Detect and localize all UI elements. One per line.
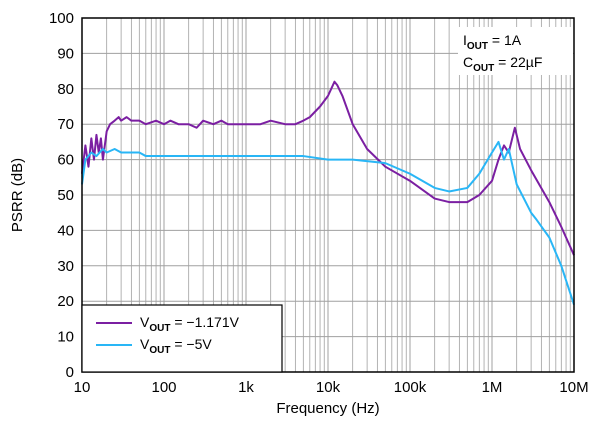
x-tick-label: 1k: [238, 379, 254, 396]
y-tick-label: 50: [57, 187, 74, 204]
y-tick-label: 20: [57, 293, 74, 310]
x-tick-label: 10k: [316, 379, 341, 396]
y-tick-label: 30: [57, 258, 74, 275]
y-tick-label: 70: [57, 116, 74, 133]
x-tick-label: 100k: [394, 379, 427, 396]
annotation-text: COUT = 22µF: [463, 54, 542, 74]
x-tick-label: 100: [151, 379, 176, 396]
y-tick-label: 60: [57, 152, 74, 169]
y-tick-label: 0: [66, 364, 74, 381]
plot-frame: [81, 17, 575, 373]
y-tick-label: 40: [57, 222, 74, 239]
y-tick-label: 100: [49, 10, 74, 27]
legend-label-1: VOUT = −1.171V: [140, 314, 240, 334]
y-tick-label: 10: [57, 329, 74, 346]
series-line-2: [81, 140, 575, 306]
y-tick-label: 90: [57, 45, 74, 62]
x-tick-label: 10: [74, 379, 91, 396]
annotation-background: [458, 27, 573, 75]
tick-labels: 10 100 1k 10k 100k 1M 10M010203040506070809010…: [49, 10, 589, 396]
series-layer: [81, 80, 575, 306]
legend-label-2: VOUT = −5V: [140, 336, 212, 356]
x-axis-title: Frequency (Hz): [276, 400, 379, 417]
x-tick-label: 1M: [482, 379, 503, 396]
annotation-text: IOUT = 1A: [463, 32, 522, 52]
legend-frame: [81, 304, 283, 373]
y-tick-label: 80: [57, 81, 74, 98]
y-axis-title: PSRR (dB): [9, 158, 26, 232]
x-tick-label: 10M: [559, 379, 588, 396]
series-line-1: [81, 80, 575, 256]
